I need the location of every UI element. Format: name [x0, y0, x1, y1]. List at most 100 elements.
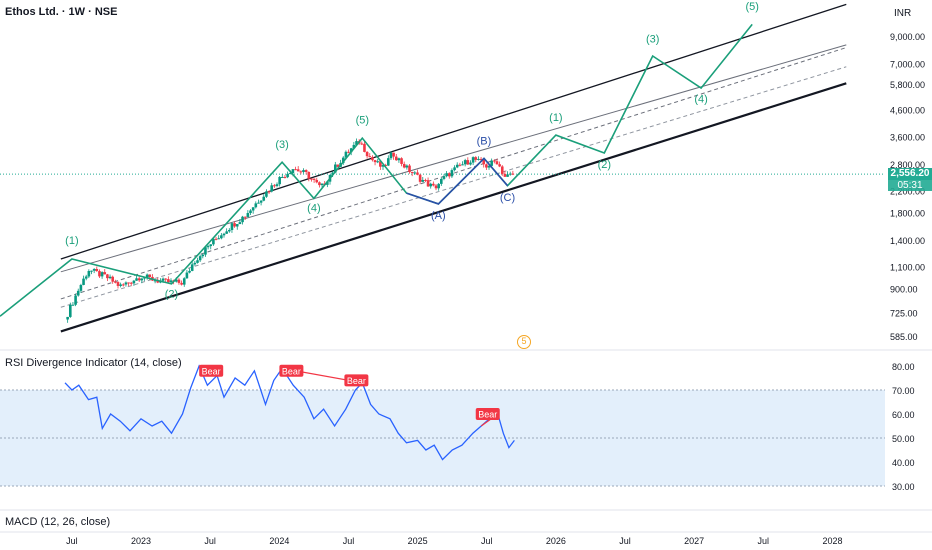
candle-body — [251, 207, 255, 211]
candle-body — [304, 170, 308, 172]
candle-body — [140, 278, 144, 281]
candle-body — [453, 167, 456, 171]
candle-body — [100, 272, 104, 277]
candle-body — [196, 260, 199, 263]
candle-body — [262, 196, 266, 201]
candle-body — [209, 244, 213, 247]
candle-body — [111, 276, 114, 282]
bear-tag — [199, 364, 224, 377]
candle-body — [153, 280, 157, 282]
candle-body — [259, 200, 263, 203]
symbol-title[interactable]: Ethos Ltd. · 1W · NSE — [5, 6, 118, 18]
candle-body — [137, 278, 141, 281]
candle-body — [511, 173, 515, 175]
candle-body — [254, 203, 258, 208]
rsi-line — [64, 364, 515, 461]
candle-body — [164, 278, 167, 280]
abc-label: (A) — [431, 210, 446, 222]
candle-body — [180, 282, 183, 285]
candle-body — [365, 151, 369, 157]
candle-body — [193, 262, 197, 265]
candle-body — [84, 276, 88, 279]
candle-body — [143, 277, 146, 279]
candle-body — [461, 164, 464, 166]
price-tick-label: 4,600.00 — [890, 106, 925, 116]
candle-body — [190, 264, 194, 271]
rsi-tick-label: 50.00 — [892, 434, 915, 444]
candle-body — [469, 162, 472, 165]
candle-body — [103, 272, 107, 275]
candle-countdown: 05:31 — [888, 180, 932, 191]
candle-body — [76, 290, 80, 296]
candle-body — [326, 181, 329, 185]
macd-title[interactable]: MACD (12, 26, close) — [5, 516, 111, 528]
candle-body — [167, 279, 170, 283]
wave-label: (3) — [275, 139, 288, 151]
candle-body — [429, 183, 433, 187]
candle-body — [135, 278, 138, 281]
candle-body — [434, 185, 438, 189]
bear-tag-label: Bear — [202, 366, 221, 376]
candle-body — [479, 158, 483, 161]
rsi-tick-label: 80.00 — [892, 362, 915, 372]
candle-body — [458, 164, 462, 166]
candle-body — [119, 284, 122, 286]
candle-body — [169, 280, 173, 283]
candle-body — [384, 164, 387, 166]
candle-body — [442, 176, 446, 179]
candle-body — [98, 271, 101, 277]
candle-body — [278, 177, 281, 185]
time-tick-label: Jul — [481, 536, 493, 546]
candle-body — [487, 165, 491, 168]
candle-body — [217, 238, 221, 240]
wave-label: (1) — [549, 112, 562, 124]
rsi-tick-label: 60.00 — [892, 410, 915, 420]
bear-tag — [475, 408, 500, 420]
channel-inner-dashed — [60, 66, 847, 308]
time-tick-label: Jul — [758, 536, 770, 546]
candle-body — [148, 274, 152, 277]
candle-body — [204, 247, 207, 255]
last-price-badge: 2,556.20 — [888, 168, 932, 180]
event-marker-icon[interactable]: 5 — [517, 335, 531, 349]
price-tick-label: 7,000.00 — [890, 60, 925, 70]
time-tick-label: Jul — [66, 536, 78, 546]
candle-body — [482, 160, 486, 165]
candle-body — [503, 173, 507, 177]
candle-body — [320, 183, 324, 186]
candle-body — [270, 185, 274, 192]
price-tick-label: 9,000.00 — [890, 32, 925, 42]
candle-body — [246, 213, 250, 217]
rsi-title[interactable]: RSI Divergence Indicator (14, close) — [5, 357, 182, 369]
channel-mid-dashed — [60, 47, 847, 300]
candle-body — [397, 158, 401, 161]
candle-body — [124, 282, 128, 285]
candle-body — [222, 233, 226, 236]
candle-body — [312, 178, 316, 180]
candle-body — [331, 172, 334, 175]
candle-body — [201, 254, 205, 257]
candle-body — [230, 223, 234, 230]
candle-body — [188, 270, 191, 273]
candle-body — [235, 224, 239, 227]
candle-body — [421, 179, 425, 182]
price-tick-label: 1,100.00 — [890, 263, 925, 273]
candle-body — [440, 178, 443, 184]
candle-body — [275, 184, 279, 186]
time-tick-label: 2024 — [269, 536, 289, 546]
candle-body — [493, 160, 496, 162]
candle-body — [360, 143, 364, 145]
candle-body — [373, 160, 377, 163]
wave-label: (1) — [65, 235, 78, 247]
candle-body — [402, 163, 406, 168]
price-tick-label: 900.00 — [890, 285, 918, 295]
price-tick-label: 725.00 — [890, 308, 918, 318]
candle-body — [257, 202, 260, 204]
candle-body — [455, 164, 459, 168]
candle-body — [220, 235, 223, 239]
candle-body — [352, 144, 356, 149]
currency-label: INR — [894, 8, 912, 19]
candle-body — [212, 238, 215, 245]
wave-label: (4) — [694, 94, 707, 106]
candle-body — [68, 304, 72, 317]
